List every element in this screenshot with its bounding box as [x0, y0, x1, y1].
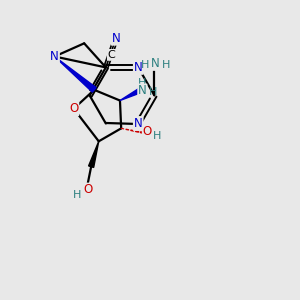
Text: N: N — [134, 61, 142, 74]
Text: H: H — [148, 87, 157, 97]
Text: H: H — [141, 60, 149, 70]
Text: O: O — [142, 125, 152, 138]
Polygon shape — [55, 56, 96, 92]
Text: N: N — [50, 50, 59, 63]
Text: O: O — [84, 183, 93, 196]
Text: N: N — [112, 32, 120, 45]
Text: N: N — [134, 117, 142, 130]
Polygon shape — [120, 87, 143, 101]
Text: H: H — [73, 190, 82, 200]
Text: N: N — [138, 84, 147, 97]
Text: C: C — [108, 50, 116, 60]
Text: O: O — [69, 102, 78, 115]
Text: H: H — [153, 130, 162, 141]
Polygon shape — [88, 141, 99, 167]
Text: H: H — [161, 60, 170, 70]
Text: H: H — [138, 78, 146, 88]
Text: N: N — [151, 57, 160, 70]
